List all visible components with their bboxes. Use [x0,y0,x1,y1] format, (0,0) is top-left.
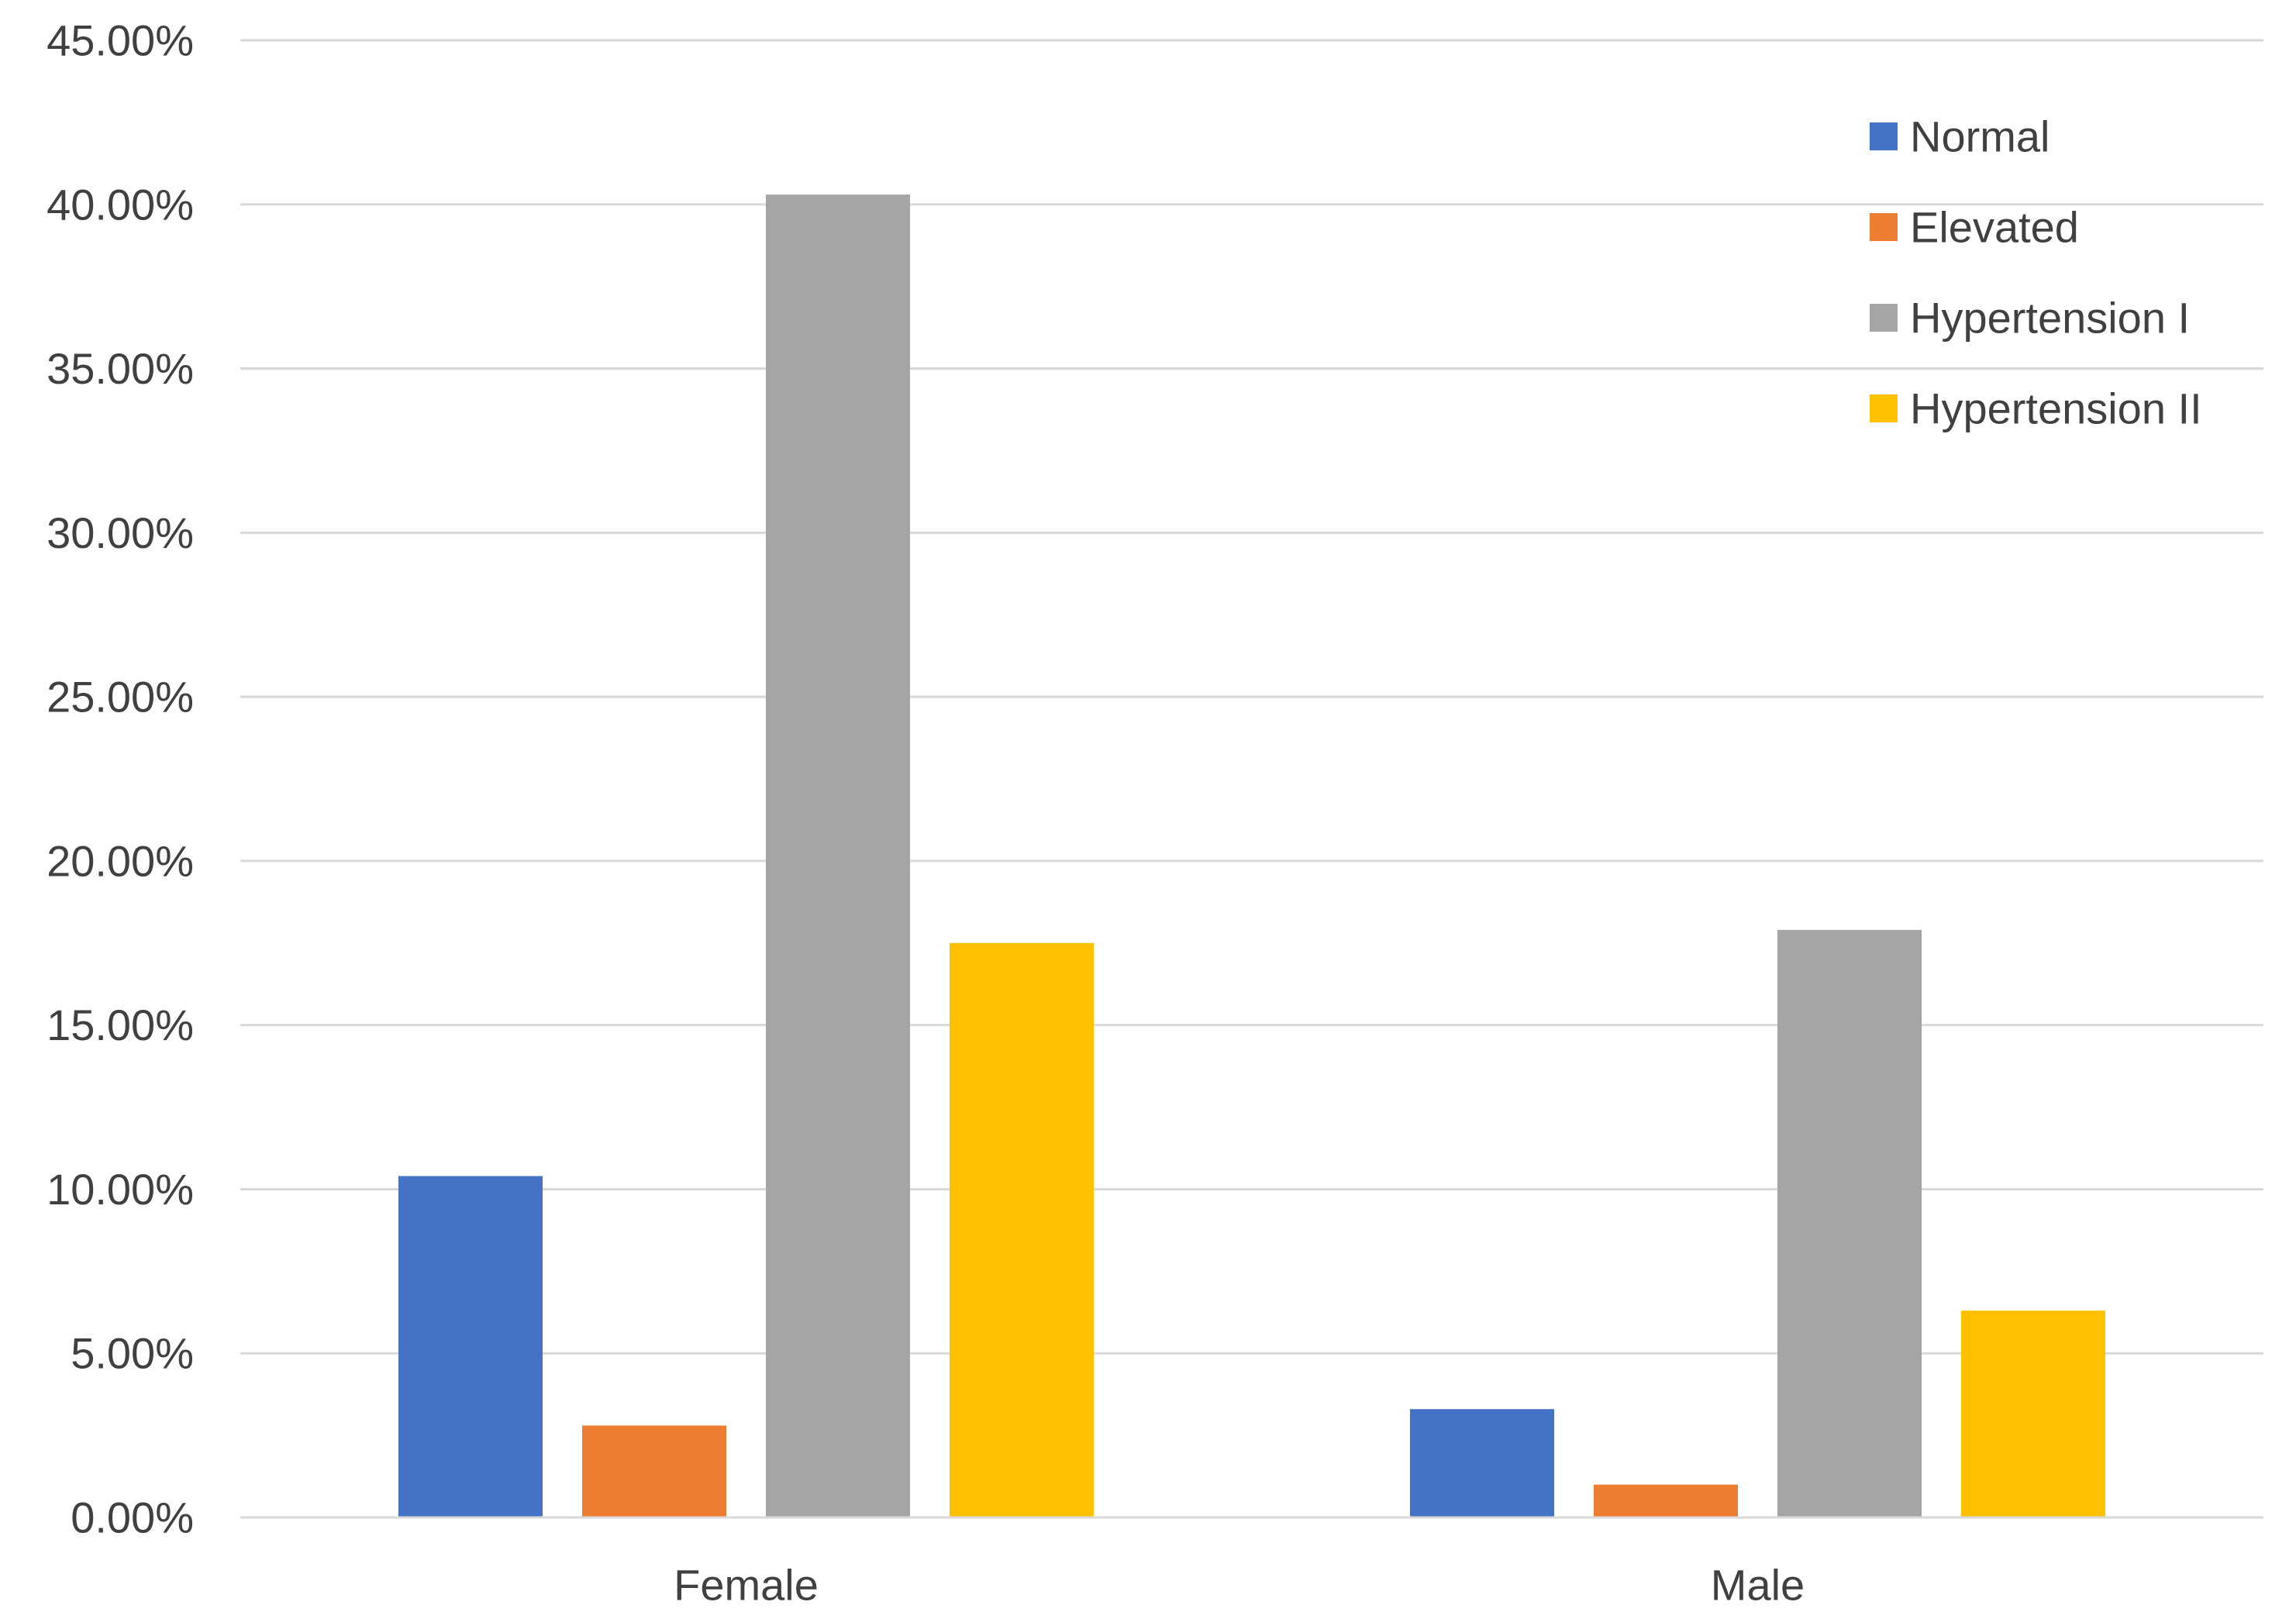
x-axis-ticks: Female Male [674,1561,1805,1610]
y-axis-ticks: 0.00% 5.00% 10.00% 15.00% 20.00% 25.00% 30.00%… [47,16,194,1542]
y-tick-label: 15.00% [47,1001,194,1049]
x-tick-label: Female [674,1561,819,1610]
y-tick-label: 5.00% [71,1329,194,1378]
y-tick-label: 35.00% [47,344,194,393]
bar-male-elevated [1594,1484,1738,1517]
bar-female-elevated [582,1425,726,1517]
bar-male-hypertension-i [1777,929,1922,1517]
legend-label: Elevated [1910,203,2079,252]
y-tick-label: 20.00% [47,836,194,885]
legend-swatch [1870,122,1898,150]
legend-label: Hypertension I [1910,294,2190,343]
y-tick-label: 25.00% [47,673,194,722]
bar-male-normal [1410,1409,1554,1517]
legend: Normal Elevated Hypertension I Hypertension… [1870,112,2202,433]
bar-female-normal [398,1176,543,1517]
legend-swatch [1870,304,1898,332]
legend-swatch [1870,394,1898,422]
legend-label: Normal [1910,112,2050,161]
bar-female-hypertension-i [766,195,910,1518]
y-tick-label: 10.00% [47,1165,194,1214]
y-tick-label: 0.00% [71,1493,194,1542]
gridlines [240,39,2263,1355]
y-tick-label: 30.00% [47,508,194,557]
bar-male-hypertension-ii [1961,1311,2105,1517]
legend-swatch [1870,213,1898,241]
y-tick-label: 40.00% [47,180,194,229]
x-tick-label: Male [1711,1561,1805,1610]
legend-label: Hypertension II [1910,384,2202,433]
bars [398,195,2105,1518]
bar-female-hypertension-ii [950,942,1094,1517]
y-tick-label: 45.00% [47,16,194,65]
